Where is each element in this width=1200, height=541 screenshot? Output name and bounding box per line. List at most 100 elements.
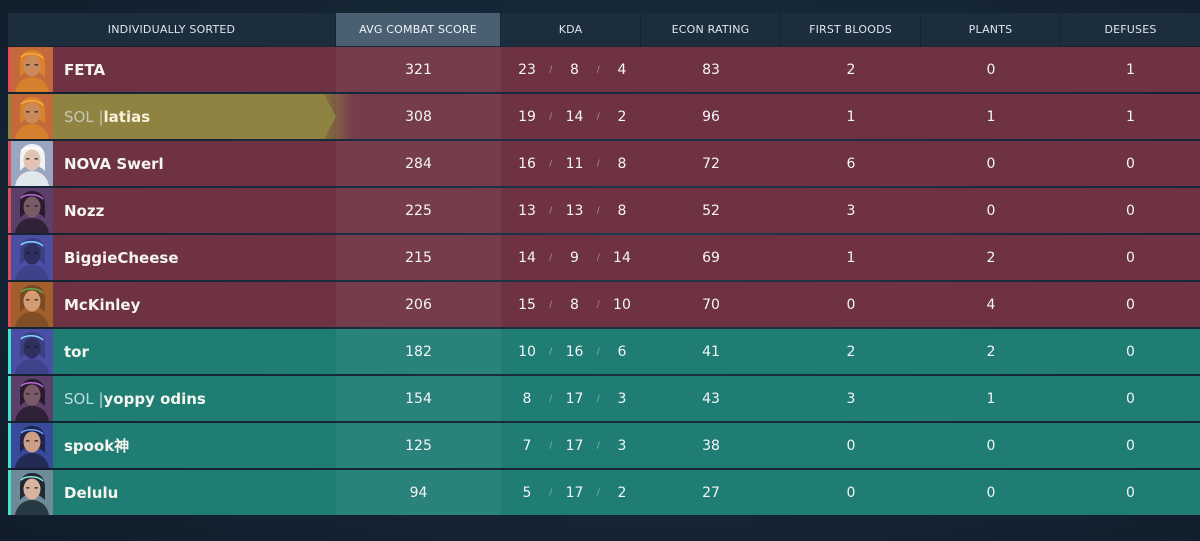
deaths-value: 17 (565, 390, 584, 407)
econ-rating-value: 27 (702, 484, 720, 501)
first-bloods-value: 3 (846, 390, 856, 407)
kda-cell: 14 / 9 / 14 (501, 235, 641, 280)
player-row[interactable]: NOVA Swerl 284 16 / 11 / 8 72 6 0 0 (8, 141, 1200, 186)
first-bloods-value: 6 (846, 155, 856, 172)
econ-rating-header[interactable]: ECON RATING (641, 13, 781, 46)
kda-separator: / (596, 111, 600, 122)
econ-rating-value: 83 (702, 61, 720, 78)
kda-separator: / (596, 299, 600, 310)
acs-value: 321 (336, 47, 501, 92)
player-name[interactable]: SOL |latias (64, 108, 150, 126)
player-name[interactable]: Delulu (64, 484, 118, 502)
first-bloods-value: 0 (846, 296, 856, 313)
plants-value: 0 (986, 61, 996, 78)
deaths-value: 9 (570, 249, 579, 266)
acs-value: 154 (336, 376, 501, 421)
first-bloods-value: 1 (846, 249, 856, 266)
kda-separator: / (596, 440, 600, 451)
defuses-value: 0 (1126, 484, 1135, 501)
plants-value: 2 (986, 343, 996, 360)
plants-header[interactable]: PLANTS (921, 13, 1061, 46)
player-name-text: Nozz (64, 201, 105, 220)
player-row[interactable]: BiggieCheese 215 14 / 9 / 14 69 1 2 0 (8, 235, 1200, 280)
first-bloods-header[interactable]: FIRST BLOODS (781, 13, 921, 46)
team-color-stripe (8, 47, 11, 92)
agent-yoru-icon (11, 423, 53, 468)
player-name-cell: SOL |yoppy odins (8, 376, 336, 421)
acs-value: 225 (336, 188, 501, 233)
deaths-value: 11 (565, 155, 584, 172)
acs-value: 206 (336, 282, 501, 327)
team-color-stripe (8, 376, 11, 421)
player-name-text: FETA (64, 60, 106, 79)
player-name[interactable]: NOVA Swerl (64, 155, 164, 173)
kills-value: 23 (518, 61, 536, 78)
player-name-cell: Delulu (8, 470, 336, 515)
player-name-cell: NOVA Swerl (8, 141, 336, 186)
player-row[interactable]: FETA 321 23 / 8 / 4 83 2 0 1 (8, 47, 1200, 92)
agent-reyna-icon (11, 188, 53, 233)
first-bloods-value: 1 (846, 108, 856, 125)
kda-separator: / (596, 393, 600, 404)
kills-value: 16 (518, 155, 536, 172)
deaths-value: 8 (570, 61, 579, 78)
team-color-stripe (8, 282, 11, 327)
kda-separator: / (596, 346, 600, 357)
assists-value: 14 (613, 249, 631, 266)
team-color-stripe (8, 188, 11, 233)
kda-separator: / (549, 158, 553, 169)
deaths-value: 17 (565, 484, 584, 501)
player-name-text: BiggieCheese (64, 248, 179, 267)
player-name-text: latias (103, 107, 151, 126)
player-name-cell: McKinley (8, 282, 336, 327)
deaths-value: 16 (565, 343, 584, 360)
agent-omen-icon (11, 235, 53, 280)
kda-separator: / (549, 487, 553, 498)
plants-value: 0 (986, 437, 996, 454)
player-row[interactable]: spook神 125 7 / 17 / 3 38 0 0 0 (8, 423, 1200, 468)
first-bloods-value: 0 (846, 437, 856, 454)
kda-cell: 7 / 17 / 3 (501, 423, 641, 468)
player-name[interactable]: BiggieCheese (64, 249, 179, 267)
acs-value: 284 (336, 141, 501, 186)
sort-individually-header[interactable]: INDIVIDUALLY SORTED (8, 13, 336, 46)
kills-value: 15 (518, 296, 536, 313)
team-color-stripe (8, 235, 11, 280)
kills-value: 13 (518, 202, 536, 219)
kda-cell: 19 / 14 / 2 (501, 94, 641, 139)
econ-rating-value: 52 (702, 202, 720, 219)
player-name[interactable]: tor (64, 343, 89, 361)
player-row[interactable]: tor 182 10 / 16 / 6 41 2 2 0 (8, 329, 1200, 374)
assists-value: 8 (617, 155, 627, 172)
kda-header[interactable]: KDA (501, 13, 641, 46)
kda-separator: / (596, 252, 600, 263)
team-color-stripe (8, 470, 11, 515)
player-name[interactable]: FETA (64, 61, 105, 79)
team-color-stripe (8, 423, 11, 468)
kda-separator: / (549, 205, 553, 216)
player-name[interactable]: SOL |yoppy odins (64, 390, 206, 408)
kills-value: 8 (522, 390, 532, 407)
defuses-header[interactable]: DEFUSES (1061, 13, 1200, 46)
kda-separator: / (596, 64, 600, 75)
player-row[interactable]: Nozz 225 13 / 13 / 8 52 3 0 0 (8, 188, 1200, 233)
kda-separator: / (549, 346, 553, 357)
avg-combat-score-header[interactable]: AVG COMBAT SCORE (336, 13, 501, 46)
player-row[interactable]: McKinley 206 15 / 8 / 10 70 0 4 0 (8, 282, 1200, 327)
player-name-cell: FETA (8, 47, 336, 92)
kda-cell: 16 / 11 / 8 (501, 141, 641, 186)
player-name[interactable]: McKinley (64, 296, 140, 314)
plants-value: 0 (986, 202, 996, 219)
player-name[interactable]: spook神 (64, 435, 129, 456)
econ-rating-value: 69 (702, 249, 720, 266)
econ-rating-value: 70 (702, 296, 720, 313)
player-row[interactable]: SOL |yoppy odins 154 8 / 17 / 3 43 3 1 0 (8, 376, 1200, 421)
plants-value: 1 (986, 108, 996, 125)
player-row[interactable]: SOL |latias 308 19 / 14 / 2 96 1 1 1 (8, 94, 1200, 139)
kda-separator: / (596, 487, 600, 498)
player-name[interactable]: Nozz (64, 202, 104, 220)
player-row[interactable]: Delulu 94 5 / 17 / 2 27 0 0 0 (8, 470, 1200, 515)
player-name-text: yoppy odins (103, 389, 206, 408)
defuses-value: 1 (1126, 108, 1135, 125)
econ-rating-value: 96 (702, 108, 720, 125)
